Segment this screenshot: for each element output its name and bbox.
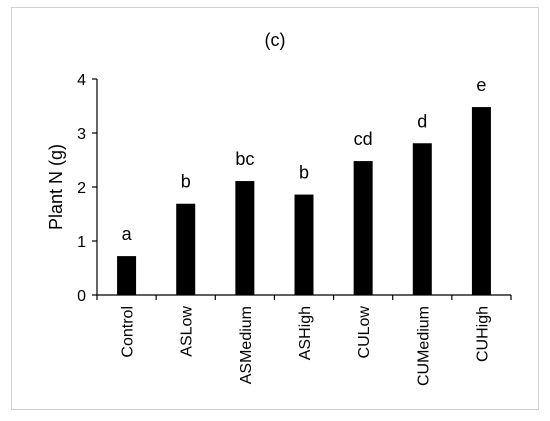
y-tick-label: 2 bbox=[77, 180, 86, 197]
y-axis-ticks: 0 1 2 3 4 bbox=[77, 72, 97, 305]
x-tick-label: CUHigh bbox=[474, 306, 491, 362]
bar-control bbox=[117, 256, 137, 295]
y-tick-label: 0 bbox=[77, 288, 86, 305]
x-axis-ticks: Control ASLow ASMedium ASHigh CULow CUMedium C… bbox=[96, 295, 512, 386]
bar-culow bbox=[353, 161, 373, 295]
significance-label: b bbox=[299, 163, 309, 183]
significance-label: a bbox=[122, 224, 133, 244]
x-tick-label: CUMedium bbox=[415, 306, 432, 386]
bars bbox=[117, 107, 491, 295]
significance-label: e bbox=[476, 75, 486, 95]
x-tick-label: ASMedium bbox=[238, 306, 255, 384]
bar-cumedium bbox=[412, 143, 432, 295]
significance-label: b bbox=[181, 172, 191, 192]
significance-label: bc bbox=[235, 149, 254, 169]
y-axis-label: Plant N (g) bbox=[46, 144, 66, 230]
significance-labels: a b bc b cd d e bbox=[122, 75, 487, 244]
x-tick-label: CULow bbox=[356, 306, 373, 359]
y-tick-label: 3 bbox=[77, 126, 86, 143]
y-tick-label: 4 bbox=[77, 72, 86, 89]
significance-label: cd bbox=[354, 129, 373, 149]
bar-cuhigh bbox=[471, 107, 491, 295]
chart-title: (c) bbox=[265, 30, 286, 50]
bar-ashigh bbox=[294, 194, 314, 295]
y-tick-label: 1 bbox=[77, 234, 86, 251]
bar-asmedium bbox=[235, 181, 255, 295]
x-tick-label: Control bbox=[120, 306, 137, 358]
chart-frame bbox=[11, 7, 539, 410]
x-tick-label: ASHigh bbox=[297, 306, 314, 360]
bar-aslow bbox=[176, 203, 196, 295]
x-tick-label: ASLow bbox=[179, 306, 196, 357]
significance-label: d bbox=[417, 111, 427, 131]
